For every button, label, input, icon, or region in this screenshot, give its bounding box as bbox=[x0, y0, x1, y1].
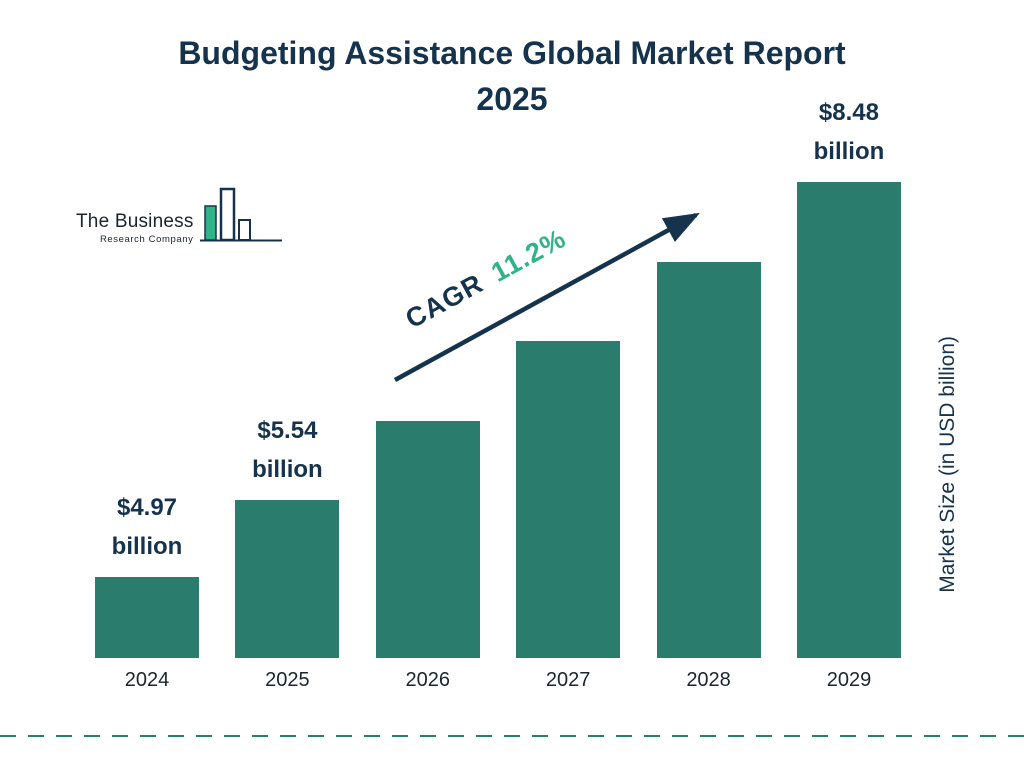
bar-column-2025: $5.54 billion 2025 bbox=[235, 96, 340, 692]
bar-2027 bbox=[516, 341, 621, 658]
bar-value-label-2029: $8.48 billion bbox=[813, 98, 885, 166]
bar-2028 bbox=[656, 262, 761, 658]
bar-columns: $4.97 billion 2024 $5.54 billion 2025 2026 2027… bbox=[95, 96, 901, 692]
x-axis-label-2029: 2029 bbox=[826, 669, 872, 691]
bottom-dashed-line bbox=[0, 735, 1024, 737]
bar-2025 bbox=[235, 500, 340, 658]
bar-value-label-2025: $5.54 billion bbox=[252, 416, 323, 484]
logo-subtitle: Research Company bbox=[99, 234, 194, 245]
logo-name: The Business bbox=[76, 211, 194, 232]
x-axis-label-2026: 2026 bbox=[405, 669, 451, 691]
y-axis-label: Market Size (in USD billion) bbox=[936, 336, 959, 593]
title-line-1: Budgeting Assistance Global Market Repor… bbox=[178, 35, 846, 71]
bar-2026 bbox=[375, 421, 480, 658]
bar-2029 bbox=[796, 182, 901, 658]
bar-chart-logo-icon bbox=[199, 186, 284, 251]
page-title: Budgeting Assistance Global Market Repor… bbox=[0, 30, 1024, 123]
bar-column-2027: 2027 bbox=[516, 96, 621, 692]
title-line-2: 2025 bbox=[476, 81, 548, 118]
x-axis-label-2027: 2027 bbox=[545, 669, 591, 691]
logo-text: The Business Research Company bbox=[76, 211, 194, 245]
x-axis-label-2025: 2025 bbox=[265, 669, 310, 691]
logo: The Business Research Company bbox=[76, 186, 284, 251]
bar-column-2026: 2026 bbox=[375, 96, 480, 692]
x-axis-label-2024: 2024 bbox=[124, 669, 170, 691]
bar-2024 bbox=[95, 577, 199, 658]
x-axis-label-2028: 2028 bbox=[686, 669, 731, 691]
bar-value-label-2024: $4.97 billion bbox=[111, 493, 183, 561]
bar-column-2028: 2028 bbox=[656, 96, 761, 692]
bar-column-2024: $4.97 billion 2024 bbox=[95, 96, 199, 692]
bar-column-2029: $8.48 billion 2029 bbox=[796, 96, 901, 692]
cagr-arrow bbox=[393, 212, 700, 382]
